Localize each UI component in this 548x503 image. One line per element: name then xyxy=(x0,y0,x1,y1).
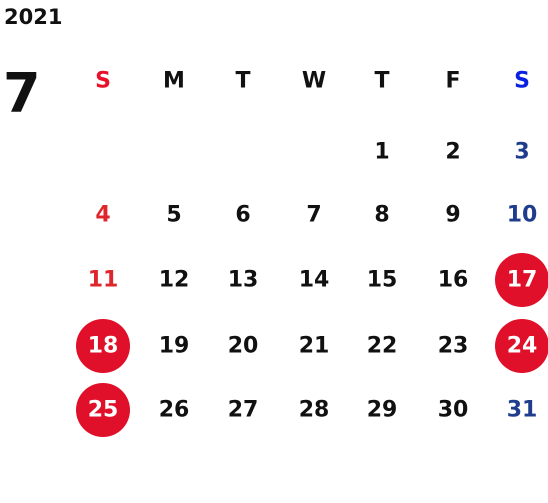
day: 4 xyxy=(95,203,110,228)
day: 7 xyxy=(306,203,321,228)
holiday-circle xyxy=(76,383,130,437)
day: 21 xyxy=(299,334,330,359)
holiday-circle xyxy=(495,253,548,307)
day: 22 xyxy=(367,334,398,359)
weekday-label: W xyxy=(302,69,326,94)
day: 24 xyxy=(507,334,538,359)
day: 23 xyxy=(438,334,469,359)
day: 3 xyxy=(514,140,529,165)
weekday-label: T xyxy=(374,69,389,94)
day: 9 xyxy=(445,203,460,228)
day: 14 xyxy=(299,268,330,293)
weekday-label: M xyxy=(163,69,185,94)
day: 16 xyxy=(438,268,469,293)
day: 8 xyxy=(374,203,389,228)
day: 6 xyxy=(235,203,250,228)
weekday-label: T xyxy=(235,69,250,94)
day: 5 xyxy=(166,203,181,228)
holiday-circle xyxy=(495,319,548,373)
weekday-label: S xyxy=(514,69,530,94)
day: 1 xyxy=(374,140,389,165)
day: 11 xyxy=(88,268,119,293)
weekday-label: S xyxy=(95,69,111,94)
day: 27 xyxy=(228,398,259,423)
day: 15 xyxy=(367,268,398,293)
month: 7 xyxy=(3,62,41,125)
day: 25 xyxy=(88,398,119,423)
day: 18 xyxy=(88,334,119,359)
weekday-label: F xyxy=(445,69,460,94)
day: 26 xyxy=(159,398,190,423)
year: 2021 xyxy=(4,5,62,29)
day: 12 xyxy=(159,268,190,293)
day: 10 xyxy=(507,203,538,228)
holiday-circle xyxy=(76,319,130,373)
day: 20 xyxy=(228,334,259,359)
day: 13 xyxy=(228,268,259,293)
day: 29 xyxy=(367,398,398,423)
day: 17 xyxy=(507,268,538,293)
day: 2 xyxy=(445,140,460,165)
day: 19 xyxy=(159,334,190,359)
day: 30 xyxy=(438,398,469,423)
day: 28 xyxy=(299,398,330,423)
day: 31 xyxy=(507,398,538,423)
